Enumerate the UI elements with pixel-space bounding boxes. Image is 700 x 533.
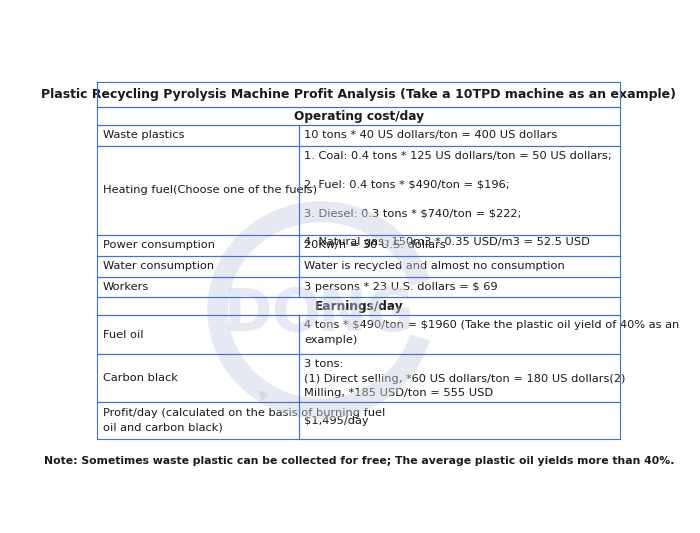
Text: 4 tons * \$490/ton = \$1960 (Take the plastic oil yield of 40% as an
example): 4 tons * \$490/ton = \$1960 (Take the pl… [304,320,679,345]
Text: Fuel oil: Fuel oil [103,330,144,340]
Text: 1. Coal: 0.4 tons * 125 US dollars/ton = 50 US dollars;

2. Fuel: 0.4 tons * \$4: 1. Coal: 0.4 tons * 125 US dollars/ton =… [304,151,612,247]
Text: 3 tons:
(1) Direct selling, *60 US dollars/ton = 180 US dollars(2)
Milling, *185: 3 tons: (1) Direct selling, *60 US dolla… [304,359,625,398]
Text: 3 persons * 23 U.S. dollars = \$ 69: 3 persons * 23 U.S. dollars = \$ 69 [304,282,498,292]
Text: Workers: Workers [103,282,149,292]
Text: 10 tons * 40 US dollars/ton = 400 US dollars: 10 tons * 40 US dollars/ton = 400 US dol… [304,131,557,141]
Text: Water is recycled and almost no consumption: Water is recycled and almost no consumpt… [304,261,565,271]
Text: Water consumption: Water consumption [103,261,214,271]
Text: G: G [365,286,412,343]
Text: Profit/day (calculated on the basis of burning fuel
oil and carbon black): Profit/day (calculated on the basis of b… [103,408,385,433]
Text: O: O [272,286,321,343]
Text: Plastic Recycling Pyrolysis Machine Profit Analysis (Take a 10TPD machine as an : Plastic Recycling Pyrolysis Machine Prof… [41,88,676,101]
Text: D: D [223,286,272,343]
Text: Heating fuel(Choose one of the fuels): Heating fuel(Choose one of the fuels) [103,185,316,196]
Text: \$1,495/day: \$1,495/day [304,416,369,425]
Text: Carbon black: Carbon black [103,373,178,383]
Text: 20Kw/h = 30 U.S. dollars: 20Kw/h = 30 U.S. dollars [304,240,446,251]
Text: Waste plastics: Waste plastics [103,131,184,141]
Text: Operating cost/day: Operating cost/day [294,110,424,123]
Text: Earnings/day: Earnings/day [314,300,403,313]
Text: N: N [318,286,367,343]
Text: Power consumption: Power consumption [103,240,215,251]
Text: Note: Sometimes waste plastic can be collected for free; The average plastic oil: Note: Sometimes waste plastic can be col… [43,456,674,466]
